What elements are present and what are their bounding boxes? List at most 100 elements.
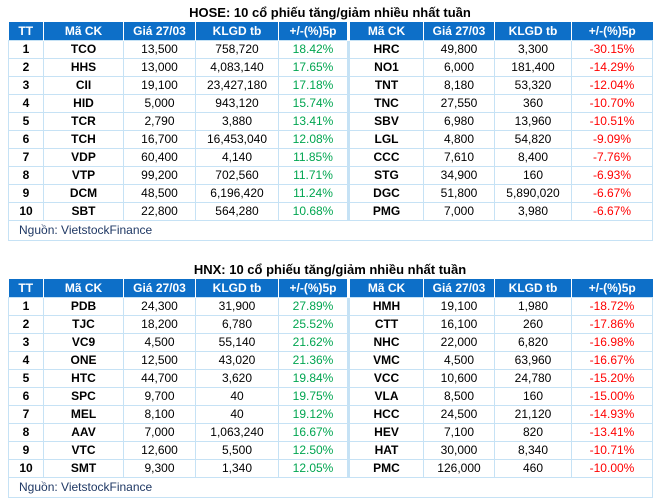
source-label: Nguồn: VietstockFinance	[8, 477, 653, 498]
table-row: 1 PDB 24,300 31,900 27.89% HMH 19,100 1,980 -18.…	[8, 297, 653, 316]
gainer-change-cell: 18.42%	[278, 40, 349, 59]
loser-ticker-cell: TNC	[347, 94, 424, 113]
gainer-volume-cell: 4,140	[195, 148, 279, 167]
loser-change-cell: -6.93%	[571, 166, 653, 185]
hnx-table-title: HNX: 10 cổ phiếu tăng/giảm nhiều nhất tu…	[193, 262, 467, 277]
gainer-price-cell: 9,300	[123, 459, 196, 478]
loser-change-cell: -10.71%	[571, 441, 653, 460]
source-label: Nguồn: VietstockFinance	[8, 220, 653, 241]
header-row: TT Mã CK Giá 27/03 KLGD tb +/-(%)5p Mã CK Giá …	[8, 279, 653, 298]
gainer-ticker-cell: VDP	[43, 148, 124, 167]
gainer-volume-cell: 1,340	[195, 459, 279, 478]
gainer-change-cell: 11.24%	[278, 184, 349, 203]
rank-cell: 9	[8, 184, 44, 203]
loser-ticker-cell: CTT	[347, 315, 424, 334]
gainer-ticker-cell: CII	[43, 76, 124, 95]
gainer-ticker-cell: SMT	[43, 459, 124, 478]
rank-cell: 5	[8, 112, 44, 131]
column-header: TT	[8, 279, 44, 298]
gainer-price-cell: 8,100	[123, 405, 196, 424]
loser-price-cell: 7,000	[423, 202, 495, 221]
gainer-change-cell: 27.89%	[278, 297, 349, 316]
table-row: 6 TCH 16,700 16,453,040 12.08% LGL 4,800 54,820…	[8, 130, 653, 149]
gainer-price-cell: 13,500	[123, 40, 196, 59]
gainer-ticker-cell: HID	[43, 94, 124, 113]
gainer-ticker-cell: HHS	[43, 58, 124, 77]
loser-volume-cell: 24,780	[494, 369, 572, 388]
column-header: +/-(%)5p	[571, 279, 653, 298]
table-row: 9 VTC 12,600 5,500 12.50% HAT 30,000 8,340 -10.7…	[8, 441, 653, 460]
loser-volume-cell: 8,340	[494, 441, 572, 460]
loser-price-cell: 34,900	[423, 166, 495, 185]
loser-change-cell: -18.72%	[571, 297, 653, 316]
loser-price-cell: 7,100	[423, 423, 495, 442]
rank-cell: 10	[8, 202, 44, 221]
gainer-volume-cell: 1,063,240	[195, 423, 279, 442]
loser-change-cell: -10.00%	[571, 459, 653, 478]
table-row: 3 CII 19,100 23,427,180 17.18% TNT 8,180 53,320…	[8, 76, 653, 95]
table-row: 2 HHS 13,000 4,083,140 17.65% NO1 6,000 181,400…	[8, 58, 653, 77]
loser-ticker-cell: DGC	[347, 184, 424, 203]
loser-price-cell: 4,800	[423, 130, 495, 149]
column-header: Mã CK	[43, 22, 124, 41]
hnx-report: HNX: 10 cổ phiếu tăng/giảm nhiều nhất tu…	[8, 262, 653, 498]
gainer-price-cell: 7,000	[123, 423, 196, 442]
gainer-ticker-cell: VC9	[43, 333, 124, 352]
loser-price-cell: 8,500	[423, 387, 495, 406]
loser-change-cell: -7.76%	[571, 148, 653, 167]
table-row: 3 VC9 4,500 55,140 21.62% NHC 22,000 6,820 -16.9…	[8, 333, 653, 352]
table-row: 1 TCO 13,500 758,720 18.42% HRC 49,800 3,300 -30…	[8, 40, 653, 59]
gainer-volume-cell: 55,140	[195, 333, 279, 352]
column-header: Mã CK	[347, 22, 424, 41]
loser-change-cell: -9.09%	[571, 130, 653, 149]
loser-volume-cell: 460	[494, 459, 572, 478]
table-row: 8 AAV 7,000 1,063,240 16.67% HEV 7,100 820 -13.4…	[8, 423, 653, 442]
loser-volume-cell: 5,890,020	[494, 184, 572, 203]
hnx-table-header: TT Mã CK Giá 27/03 KLGD tb +/-(%)5p Mã CK Giá …	[8, 279, 653, 298]
column-header: KLGD tb	[195, 279, 279, 298]
rank-cell: 3	[8, 333, 44, 352]
gainer-ticker-cell: TCH	[43, 130, 124, 149]
gainer-change-cell: 12.08%	[278, 130, 349, 149]
loser-price-cell: 24,500	[423, 405, 495, 424]
loser-ticker-cell: PMG	[347, 202, 424, 221]
rank-cell: 2	[8, 58, 44, 77]
column-header: +/-(%)5p	[278, 279, 349, 298]
gainer-change-cell: 21.36%	[278, 351, 349, 370]
source-row: Nguồn: VietstockFinance	[8, 477, 653, 498]
loser-volume-cell: 1,980	[494, 297, 572, 316]
loser-volume-cell: 820	[494, 423, 572, 442]
gainer-change-cell: 11.71%	[278, 166, 349, 185]
gainer-price-cell: 44,700	[123, 369, 196, 388]
loser-ticker-cell: NHC	[347, 333, 424, 352]
loser-price-cell: 6,000	[423, 58, 495, 77]
loser-ticker-cell: TNT	[347, 76, 424, 95]
loser-volume-cell: 3,300	[494, 40, 572, 59]
table-row: 4 ONE 12,500 43,020 21.36% VMC 4,500 63,960 -16.…	[8, 351, 653, 370]
gainer-volume-cell: 40	[195, 405, 279, 424]
table-row: 10 SBT 22,800 564,280 10.68% PMG 7,000 3,980 -6.…	[8, 202, 653, 221]
loser-ticker-cell: NO1	[347, 58, 424, 77]
gainer-change-cell: 21.62%	[278, 333, 349, 352]
hose-table-body: 1 TCO 13,500 758,720 18.42% HRC 49,800 3,300 -30…	[8, 40, 653, 221]
gainer-change-cell: 13.41%	[278, 112, 349, 131]
column-header: KLGD tb	[195, 22, 279, 41]
gainer-price-cell: 12,500	[123, 351, 196, 370]
loser-volume-cell: 13,960	[494, 112, 572, 131]
gainer-price-cell: 48,500	[123, 184, 196, 203]
rank-cell: 10	[8, 459, 44, 478]
column-header: Giá 27/03	[423, 22, 495, 41]
loser-ticker-cell: VMC	[347, 351, 424, 370]
gainer-ticker-cell: MEL	[43, 405, 124, 424]
loser-change-cell: -10.51%	[571, 112, 653, 131]
column-header: Giá 27/03	[123, 279, 196, 298]
loser-price-cell: 7,610	[423, 148, 495, 167]
gainer-price-cell: 18,200	[123, 315, 196, 334]
gainer-volume-cell: 564,280	[195, 202, 279, 221]
gainer-price-cell: 13,000	[123, 58, 196, 77]
gainer-price-cell: 4,500	[123, 333, 196, 352]
loser-price-cell: 30,000	[423, 441, 495, 460]
gainer-price-cell: 19,100	[123, 76, 196, 95]
gainer-volume-cell: 40	[195, 387, 279, 406]
loser-ticker-cell: HEV	[347, 423, 424, 442]
